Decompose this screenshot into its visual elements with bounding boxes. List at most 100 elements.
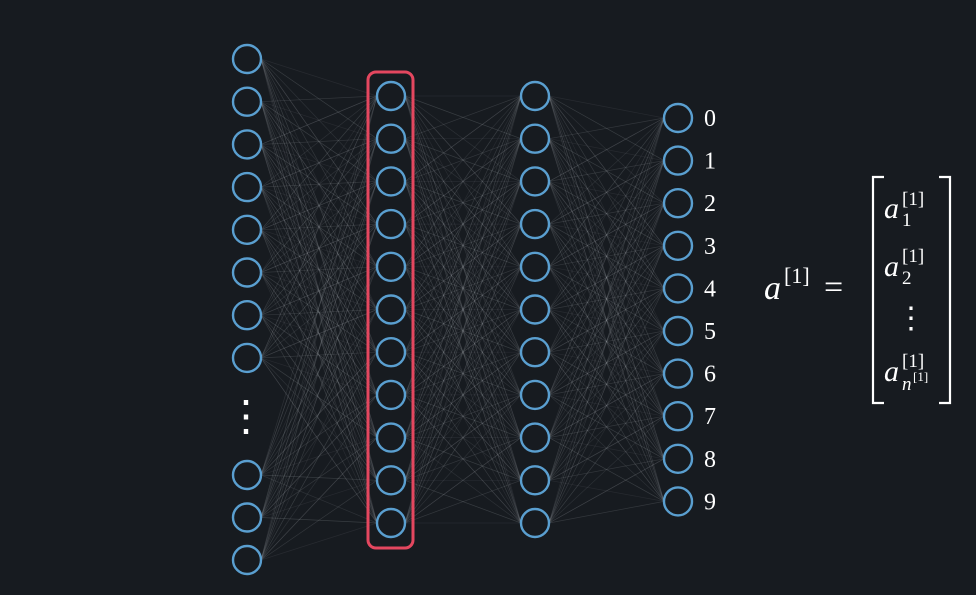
edge bbox=[404, 266, 522, 353]
edge bbox=[404, 352, 522, 524]
hidden2-neuron bbox=[519, 337, 551, 368]
edge bbox=[260, 522, 378, 561]
edge bbox=[404, 309, 522, 524]
edge bbox=[404, 437, 522, 524]
edge bbox=[548, 138, 665, 374]
edge bbox=[404, 309, 522, 524]
edge bbox=[404, 394, 522, 524]
edge bbox=[404, 95, 522, 524]
edge bbox=[404, 352, 522, 524]
edge bbox=[548, 95, 665, 204]
edge bbox=[548, 203, 665, 396]
edge bbox=[404, 138, 522, 524]
edge bbox=[548, 202, 665, 310]
edge bbox=[548, 288, 665, 310]
edge bbox=[548, 351, 665, 374]
edge bbox=[548, 288, 665, 396]
edge bbox=[260, 229, 378, 268]
edge bbox=[260, 517, 378, 524]
edge bbox=[404, 394, 522, 481]
edge bbox=[548, 245, 665, 396]
edge bbox=[260, 309, 378, 476]
edge bbox=[548, 138, 665, 459]
edge bbox=[548, 288, 665, 524]
edge bbox=[548, 437, 665, 460]
edge bbox=[404, 479, 522, 524]
output-neuron bbox=[662, 273, 694, 304]
edge bbox=[548, 117, 665, 438]
edge bbox=[548, 266, 665, 289]
edge bbox=[260, 394, 378, 561]
edge bbox=[260, 58, 378, 139]
vector-ellipsis: ⋮ bbox=[896, 302, 926, 335]
edge bbox=[404, 394, 522, 438]
output-neuron bbox=[662, 145, 694, 176]
edge bbox=[260, 181, 378, 273]
edge bbox=[548, 223, 665, 502]
output-neuron bbox=[662, 102, 694, 134]
output-label: 7 bbox=[704, 404, 716, 430]
edge bbox=[404, 394, 522, 481]
edge bbox=[260, 186, 378, 481]
edge bbox=[260, 223, 378, 476]
edge bbox=[260, 229, 378, 396]
edge bbox=[260, 186, 378, 524]
edge bbox=[404, 181, 522, 396]
edge bbox=[260, 272, 378, 353]
edge bbox=[404, 266, 522, 353]
edge bbox=[404, 138, 522, 268]
activation-equation: a [1] = a [1] 1 a [1] 2 ⋮ a [1] n [1] bbox=[764, 175, 952, 405]
edge bbox=[404, 181, 522, 353]
edge bbox=[404, 351, 522, 438]
edge bbox=[404, 266, 522, 481]
edge bbox=[548, 415, 665, 438]
edge bbox=[260, 101, 378, 225]
output-neuron bbox=[662, 230, 694, 262]
edge bbox=[404, 181, 522, 225]
edge bbox=[404, 223, 522, 524]
edge bbox=[260, 58, 378, 310]
hidden1-neuron bbox=[375, 208, 407, 240]
edge bbox=[260, 229, 378, 353]
edge bbox=[260, 229, 378, 481]
edge bbox=[260, 351, 378, 476]
hidden2-neuron bbox=[519, 208, 551, 240]
edge bbox=[404, 138, 522, 310]
edge bbox=[404, 95, 522, 182]
neurons bbox=[231, 43, 694, 576]
hidden2-neuron bbox=[519, 507, 551, 539]
edge bbox=[548, 373, 665, 524]
edge bbox=[548, 181, 665, 204]
edge bbox=[548, 394, 665, 460]
entry-superscript: [1] bbox=[902, 189, 924, 210]
edge bbox=[260, 266, 378, 273]
edge bbox=[404, 95, 522, 396]
edge bbox=[260, 101, 378, 268]
edge bbox=[548, 181, 665, 289]
edge bbox=[404, 437, 522, 481]
edge bbox=[260, 437, 378, 518]
edge bbox=[260, 138, 378, 518]
input-neuron bbox=[231, 300, 263, 331]
edge bbox=[260, 186, 378, 268]
edge bbox=[260, 95, 378, 359]
hidden2-neuron bbox=[519, 80, 551, 112]
edge bbox=[548, 330, 665, 353]
edge bbox=[260, 314, 378, 438]
output-label: 3 bbox=[704, 234, 716, 260]
edge bbox=[548, 223, 665, 417]
edge bbox=[260, 58, 378, 97]
edge bbox=[260, 223, 378, 231]
edge bbox=[260, 357, 378, 524]
edge bbox=[548, 351, 665, 502]
edge bbox=[548, 458, 665, 481]
entry-symbol: a bbox=[884, 192, 899, 225]
edge bbox=[548, 373, 665, 481]
edge bbox=[548, 415, 665, 524]
edge bbox=[548, 160, 665, 438]
input-neuron bbox=[231, 214, 263, 246]
edge bbox=[548, 181, 665, 332]
edge bbox=[260, 437, 378, 561]
edge bbox=[260, 138, 378, 316]
